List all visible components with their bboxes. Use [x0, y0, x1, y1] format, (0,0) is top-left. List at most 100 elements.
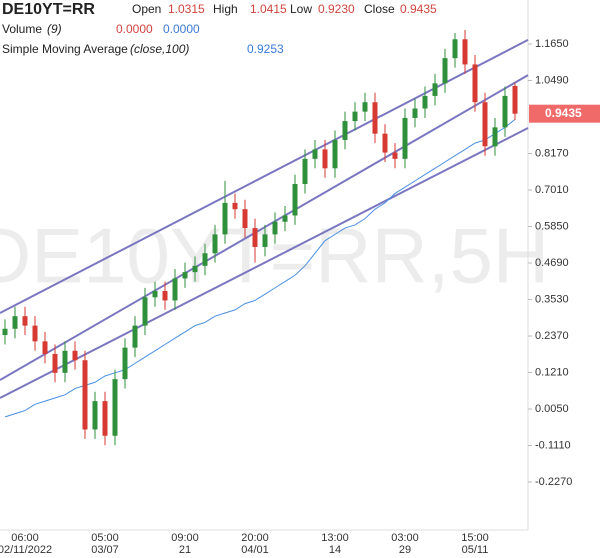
- candle-body: [422, 95, 428, 109]
- value: 0.9253: [247, 42, 284, 56]
- channel-line: [0, 39, 529, 314]
- channel-line: [0, 127, 529, 399]
- x-tick-label: 03:00: [391, 532, 419, 544]
- candle-body: [2, 328, 8, 336]
- symbol: DE10YT=RR: [2, 1, 95, 18]
- candle-body: [372, 102, 378, 134]
- x-tick-label: 21: [179, 544, 191, 556]
- candle-body: [342, 121, 348, 140]
- x-tick-label: 13:00: [321, 532, 349, 544]
- candle-body: [332, 139, 338, 169]
- y-tick-label: 0.7010: [535, 184, 569, 196]
- candle-body: [392, 152, 398, 159]
- value: 0.9230: [318, 2, 355, 16]
- candle-body: [72, 350, 78, 361]
- sma-line: [4, 119, 516, 418]
- y-tick-label: 0.4690: [535, 257, 569, 269]
- candle-body: [212, 234, 218, 254]
- label: Close: [364, 2, 395, 16]
- candle-body: [352, 111, 358, 122]
- y-tick-label: 0.2370: [535, 330, 569, 342]
- legend: DE10YT=RR Open 1.0315 High 1.0415 Low 0.…: [2, 1, 437, 56]
- price-tag: [529, 104, 600, 123]
- x-tick-label: 04/01: [241, 544, 269, 556]
- candle-body: [192, 265, 198, 273]
- label: (close,100): [130, 42, 189, 56]
- x-tick-label: 03/07: [91, 544, 119, 556]
- label: Simple Moving Average: [2, 42, 128, 56]
- candle-body: [282, 215, 288, 222]
- candle-body: [222, 202, 228, 235]
- candle-body: [262, 234, 268, 247]
- candle-body: [42, 341, 48, 354]
- candle-body: [62, 350, 68, 373]
- candle-body: [292, 184, 298, 216]
- candle-body: [232, 202, 238, 210]
- x-tick-label: 05/11: [462, 544, 489, 556]
- channel-line: [0, 74, 529, 381]
- candle-body: [122, 347, 128, 380]
- label: Volume: [2, 22, 42, 36]
- value: 0.9435: [400, 2, 437, 16]
- candle-body: [142, 297, 148, 326]
- candle-body: [32, 325, 38, 342]
- x-tick-label: 05:00: [91, 532, 119, 544]
- candle-body: [442, 58, 448, 84]
- plot: 1.1650 1.0490 0.8170 0.7010 0.5850 0.4690 0.35…: [0, 29, 572, 556]
- y-tick-label: 0.0050: [535, 403, 569, 415]
- y-tick-label: 0.5850: [535, 220, 569, 232]
- candle-body: [92, 401, 98, 430]
- y-tick-label: 0.8170: [535, 147, 569, 159]
- label: (9): [47, 22, 62, 36]
- candle-body: [302, 158, 308, 185]
- candle-body: [132, 325, 138, 348]
- y-tick-label: 0.3530: [535, 293, 569, 305]
- x-tick-label: 20:00: [241, 532, 269, 544]
- candle-body: [472, 64, 478, 103]
- candle-body: [202, 253, 208, 266]
- candle-body: [402, 117, 408, 159]
- candle-body: [482, 102, 488, 147]
- candle-body: [52, 353, 58, 373]
- candle-body: [412, 108, 418, 118]
- candle-body: [172, 278, 178, 301]
- value: 0.0000: [163, 22, 200, 36]
- candle-body: [272, 221, 278, 235]
- value: 1.0315: [168, 2, 205, 16]
- candle-body: [162, 291, 168, 301]
- x-tick-label: 29: [399, 544, 411, 556]
- candle-body: [502, 95, 508, 128]
- y-tick-label: -0.1110: [535, 439, 571, 451]
- price-tag-label: 0.9435: [545, 106, 582, 120]
- label: Open: [132, 2, 161, 16]
- candle-body: [382, 133, 388, 153]
- x-tick-label: 09:00: [171, 532, 199, 544]
- candle-body: [252, 228, 258, 247]
- x-tick-label: 06:00: [11, 532, 39, 544]
- x-tick-label: 15:00: [461, 532, 489, 544]
- y-tick-label: 1.1650: [535, 38, 569, 50]
- candle-body: [242, 209, 248, 229]
- label: Low: [290, 2, 312, 16]
- candle-body: [512, 85, 518, 114]
- candle-body: [12, 316, 18, 329]
- candle-body: [82, 360, 88, 430]
- candle-body: [22, 316, 28, 326]
- candle-body: [112, 379, 118, 436]
- candle-body: [492, 127, 498, 147]
- label: High: [213, 2, 238, 16]
- candle-body: [102, 401, 108, 436]
- candle-body: [312, 149, 318, 159]
- y-tick-label: 0.1210: [535, 366, 569, 378]
- x-tick-label: 02/11/2022: [0, 544, 52, 556]
- candle-body: [152, 291, 158, 298]
- x-tick-label: 14: [329, 544, 341, 556]
- candle-body: [432, 83, 438, 96]
- y-tick-label: -0.2270: [535, 476, 572, 488]
- candle-body: [452, 39, 458, 59]
- candle-body: [182, 272, 188, 279]
- value: 0.0000: [116, 22, 153, 36]
- candle-body: [362, 102, 368, 112]
